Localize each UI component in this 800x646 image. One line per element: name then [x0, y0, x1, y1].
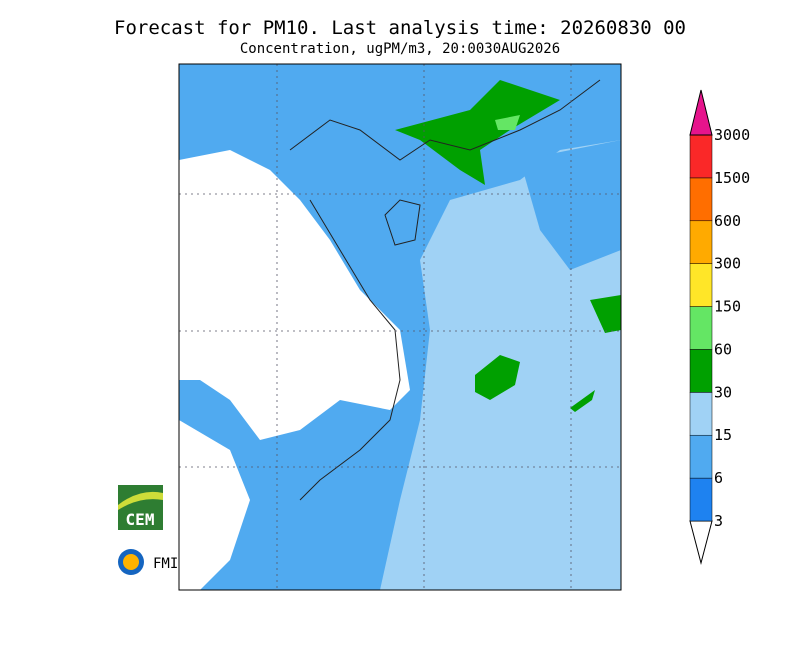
colorbar-band: [689, 434, 713, 479]
colorbar-label: 600: [714, 212, 741, 230]
colorbar-label: 300: [714, 255, 741, 273]
colorbar-tip: [689, 520, 713, 565]
colorbar-label: 15: [714, 426, 732, 444]
colorbar-label: 150: [714, 298, 741, 316]
colorbar-label: 3000: [714, 126, 750, 144]
colorbar-label: 60: [714, 340, 732, 358]
colorbar-band: [689, 306, 713, 350]
colorbar-label: 3: [714, 512, 723, 530]
colorbar-band: [689, 349, 713, 393]
colorbar-label: 1500: [714, 169, 750, 187]
fmi-text: FMI: [153, 556, 178, 572]
colorbar-band: [689, 134, 713, 179]
colorbar-band: [689, 263, 713, 307]
fmi-logo: FMI: [118, 549, 178, 575]
colorbar-band: [689, 477, 713, 522]
colorbar-label: 30: [714, 383, 732, 401]
cem-text: CEM: [126, 510, 155, 529]
colorbar-band: [689, 220, 713, 264]
map: [178, 63, 622, 591]
colorbar-band: [689, 392, 713, 436]
title: Forecast for PM10. Last analysis time: 2…: [114, 17, 686, 39]
colorbar-tip: [689, 89, 713, 136]
colorbar-label: 6: [714, 469, 723, 487]
colorbar-band: [689, 177, 713, 222]
colorbar: 3 6 15 30 60 150 300 600 1500 3000: [689, 89, 750, 565]
cem-logo: CEM: [118, 485, 163, 530]
subtitle: Concentration, ugPM/m3, 20:0030AUG2026: [240, 41, 560, 57]
